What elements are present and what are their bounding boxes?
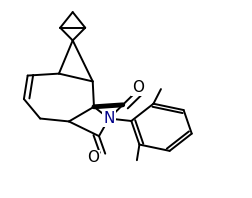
Text: N: N	[103, 111, 114, 126]
Text: O: O	[131, 80, 143, 95]
Text: O: O	[86, 150, 98, 166]
